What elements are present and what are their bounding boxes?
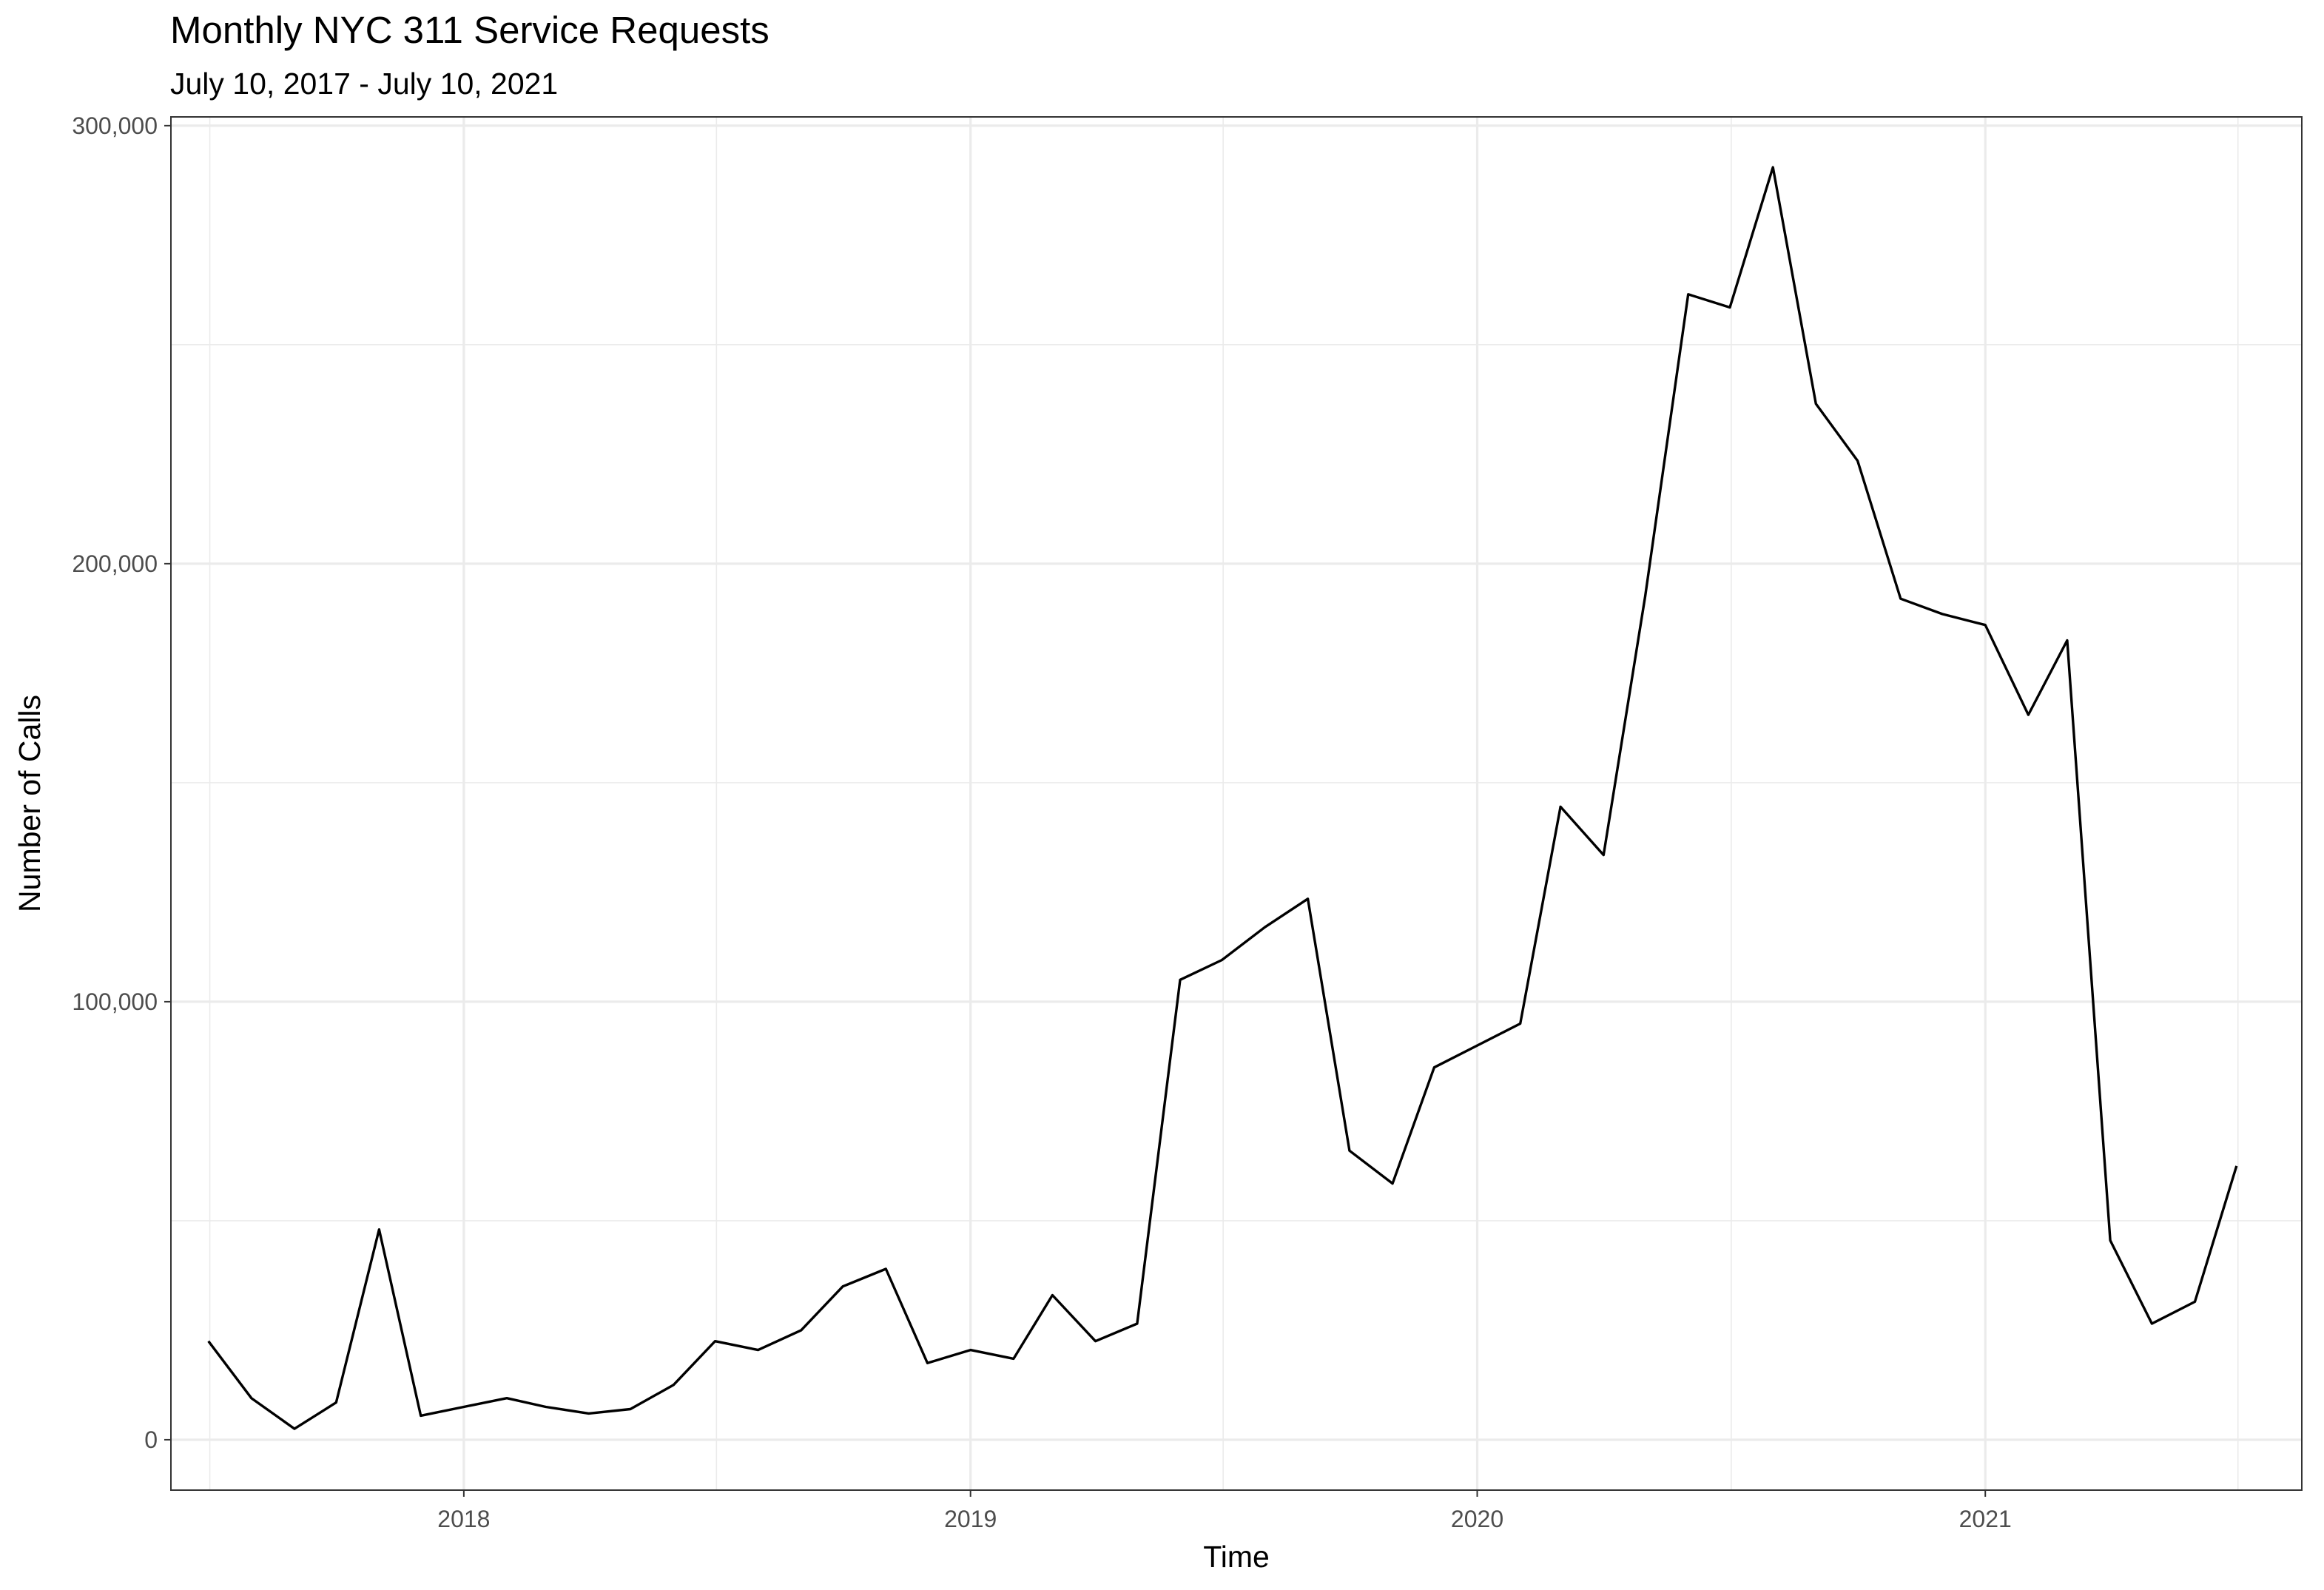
minor-gridlines bbox=[171, 117, 2302, 1490]
y-axis: 0 100,000 200,000 300,000 bbox=[72, 112, 171, 1453]
x-tick-label: 2019 bbox=[944, 1506, 997, 1532]
x-tick-label: 2021 bbox=[1959, 1506, 2012, 1532]
x-axis-title: Time bbox=[1203, 1540, 1270, 1574]
y-tick-label: 300,000 bbox=[72, 112, 158, 139]
plot-background bbox=[171, 117, 2302, 1490]
y-axis-title: Number of Calls bbox=[13, 695, 47, 912]
chart-title: Monthly NYC 311 Service Requests bbox=[170, 9, 769, 51]
plot-area bbox=[170, 116, 2303, 1491]
plot-border bbox=[170, 116, 2303, 1491]
x-tick-label: 2020 bbox=[1451, 1506, 1503, 1532]
y-tick-label: 200,000 bbox=[72, 550, 158, 577]
chart-subtitle: July 10, 2017 - July 10, 2021 bbox=[170, 67, 558, 101]
x-tick-label: 2018 bbox=[437, 1506, 490, 1532]
series-line bbox=[207, 166, 2238, 1430]
major-gridlines bbox=[171, 117, 2302, 1490]
y-tick-label: 100,000 bbox=[72, 988, 158, 1015]
x-axis: 2018 2019 2020 2021 bbox=[437, 1490, 2012, 1532]
y-tick-label: 0 bbox=[144, 1426, 158, 1453]
